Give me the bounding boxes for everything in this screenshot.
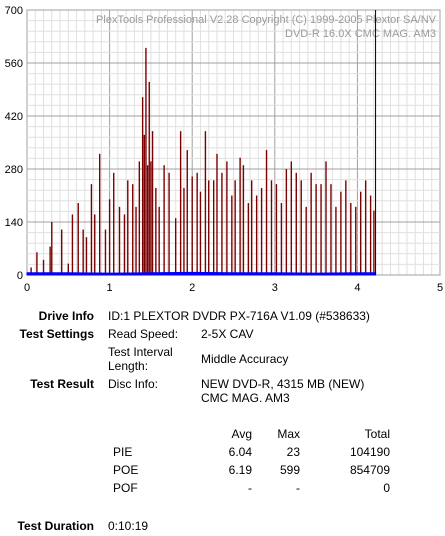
stats-header-total: Total [364, 427, 390, 441]
x-tick-label: 2 [189, 282, 195, 294]
chart-svg: PlexTools Professional V2.28 Copyright (… [5, 5, 443, 294]
stats-row-name: POF [113, 481, 138, 495]
y-tick-label: 280 [5, 164, 23, 176]
stats-row-total: 104190 [349, 445, 390, 459]
x-tick-label: 3 [272, 282, 278, 294]
x-tick-label: 0 [24, 282, 30, 294]
disc-info-label: Disc Info: [108, 377, 159, 391]
disc-info-line1: NEW DVD-R, 4315 MB (NEW) [201, 377, 365, 391]
test-duration-value: 0:10:19 [108, 519, 149, 533]
drive-info-value: ID:1 PLEXTOR DVDR PX-716A V1.09 (#538633… [108, 309, 370, 323]
error-chart: PlexTools Professional V2.28 Copyright (… [5, 5, 443, 294]
stats-header-avg: Avg [231, 427, 252, 441]
stats-row-total: 854709 [349, 463, 390, 477]
disc-info-line2: CMC MAG. AM3 [201, 391, 290, 405]
stats-row-name: PIE [113, 445, 133, 459]
pie-series-area [26, 271, 377, 276]
stats-row-max: - [296, 481, 300, 495]
test-interval-label-line2: Length: [108, 359, 149, 373]
y-tick-label: 140 [5, 217, 23, 229]
read-speed-label: Read Speed: [108, 327, 179, 341]
stats-row-avg: 6.19 [228, 463, 252, 477]
stats-row-avg: - [248, 481, 252, 495]
read-speed-value: 2-5X CAV [201, 327, 254, 341]
stats-row-max: 23 [286, 445, 300, 459]
chart-watermark-line1: PlexTools Professional V2.28 Copyright (… [96, 14, 437, 26]
chart-watermark-line2: DVD-R 16.0X CMC MAG. AM3 [285, 28, 436, 40]
test-settings-label: Test Settings [19, 327, 94, 341]
x-tick-label: 1 [107, 282, 113, 294]
y-tick-label: 700 [5, 5, 23, 17]
test-duration-label: Test Duration [17, 519, 94, 533]
test-interval-value: Middle Accuracy [201, 352, 289, 366]
test-result-label: Test Result [30, 377, 94, 391]
y-tick-label: 420 [5, 111, 23, 123]
stats-row-max: 599 [279, 463, 300, 477]
drive-info-label: Drive Info [38, 309, 94, 323]
stats-header-max: Max [277, 427, 300, 441]
y-tick-label: 0 [17, 270, 23, 282]
test-interval-label-line1: Test Interval [108, 345, 173, 359]
x-tick-label: 4 [354, 282, 360, 294]
stats-row-avg: 6.04 [228, 445, 252, 459]
stats-row-name: POE [113, 463, 139, 477]
stats-row-total: 0 [383, 481, 390, 495]
x-tick-label: 5 [437, 282, 443, 294]
y-tick-label: 560 [5, 58, 23, 70]
